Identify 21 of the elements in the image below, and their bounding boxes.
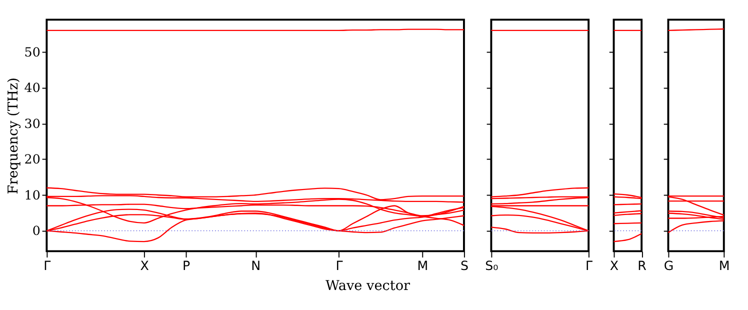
x-tick-label: M [417,258,428,274]
x-tick-label: Γ [44,258,51,274]
x-tick-label: S₀ [485,258,498,274]
y-tick-label: 50 [24,44,40,60]
x-tick-label: S [460,258,468,274]
x-tick-label: X [140,258,150,274]
x-tick-label: G [664,258,674,274]
y-tick-label: 40 [24,80,40,96]
x-tick-label: R [638,258,647,274]
x-tick-label: Γ [586,258,593,274]
x-axis-title: Wave vector [326,278,411,294]
y-tick-label: 20 [24,152,40,167]
x-tick-label: Γ [336,258,343,274]
x-tick-label: X [610,258,619,274]
x-tick-label: N [251,258,261,274]
x-tick-label: M [718,258,730,274]
x-tick-label: P [182,258,190,274]
y-tick-label: 30 [24,116,40,131]
y-axis-title: Frequency (THz) [5,78,22,194]
y-tick-label: 0 [32,223,40,238]
y-tick-label: 10 [24,187,40,202]
